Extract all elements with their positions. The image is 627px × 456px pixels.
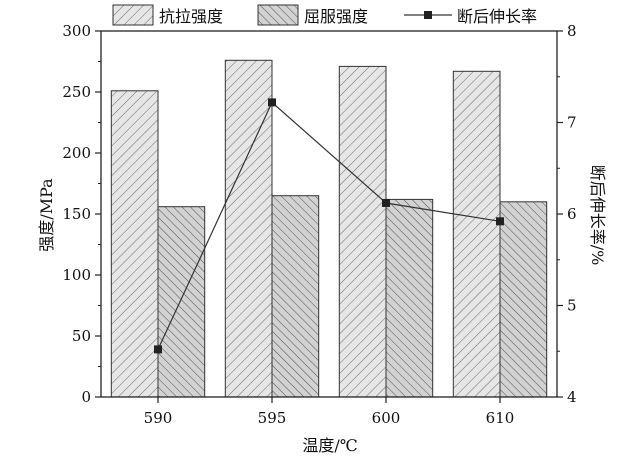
legend: 抗拉强度 屈服强度 断后伸长率: [112, 4, 537, 26]
x-tick-label: 600: [372, 409, 401, 427]
bar-tensile-590: [110, 90, 159, 398]
elongation-point-590: [154, 345, 162, 354]
y-tick-label: 50: [72, 327, 91, 345]
x-tick-label: 610: [486, 409, 515, 427]
y-tick-label: 100: [62, 266, 91, 284]
legend-label-elongation: 断后伸长率: [457, 7, 537, 26]
y-tick-label: 300: [62, 22, 91, 40]
legend-label-tensile: 抗拉强度: [159, 7, 223, 26]
y-axis-right: 4 5 6 7 8: [557, 22, 577, 406]
bar-tensile-600: [338, 65, 387, 398]
y2-axis-title: 断后伸长率/%: [588, 165, 607, 266]
elongation-series: [154, 98, 504, 354]
y-tick-label: 0: [81, 388, 91, 406]
bar-yield-600: [385, 198, 434, 398]
elongation-line: [157, 101, 501, 350]
y2-tick-label: 8: [567, 22, 577, 40]
elongation-point-610: [496, 217, 504, 226]
bar-yield-610: [499, 201, 548, 398]
x-axis: 590 595 600 610: [144, 397, 515, 427]
bars: [110, 59, 548, 398]
bar-yield-595: [271, 195, 320, 398]
y-tick-label: 250: [62, 83, 91, 101]
legend-marker-elongation: [424, 11, 432, 19]
y2-tick-label: 6: [567, 205, 577, 223]
y-tick-label: 150: [62, 205, 91, 223]
y-tick-label: 200: [62, 144, 91, 162]
y2-tick-label: 5: [567, 297, 577, 315]
x-tick-label: 590: [144, 409, 173, 427]
elongation-point-600: [382, 199, 390, 207]
legend-label-yield: 屈服强度: [304, 7, 368, 26]
legend-swatch-yield: [257, 4, 299, 26]
x-axis-title: 温度/℃: [302, 436, 357, 455]
x-tick-label: 595: [258, 409, 287, 427]
y-axis-title: 强度/MPa: [37, 178, 56, 252]
bar-tensile-610: [452, 70, 501, 398]
y2-tick-label: 7: [567, 114, 577, 132]
elongation-point-595: [268, 98, 276, 107]
bar-yield-590: [157, 206, 206, 398]
bar-tensile-595: [224, 59, 273, 398]
y2-tick-label: 4: [567, 388, 577, 406]
legend-swatch-tensile: [112, 4, 154, 26]
plot-area: 0 50 100 150 200 250 300 4 5 6 7 8 590 595 600 610: [62, 22, 576, 427]
y-axis-left: 0 50 100 150 200 250 300: [62, 22, 101, 406]
